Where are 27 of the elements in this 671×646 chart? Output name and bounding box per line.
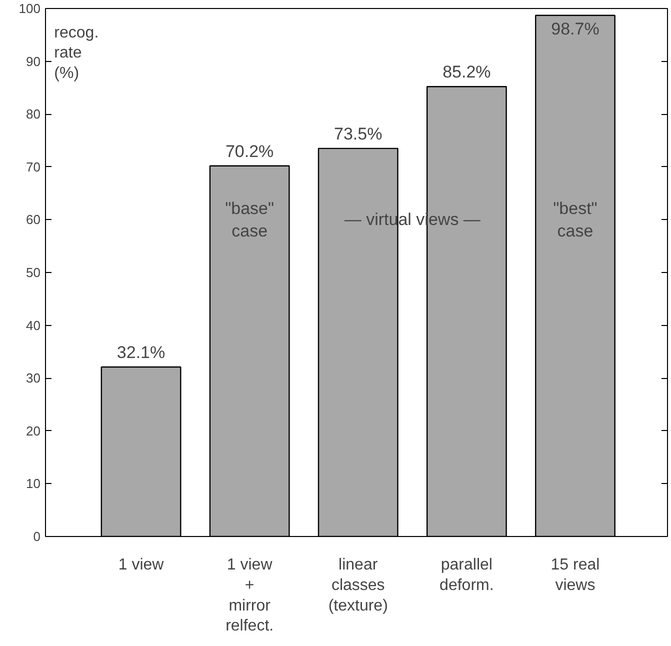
y-tick-label: 40 [26,318,41,333]
y-tick-label: 60 [26,212,41,228]
y-tick-label: 10 [26,476,41,492]
bar [209,165,290,536]
y-tick-label: 0 [33,529,41,544]
data-label: 85.2% [442,62,491,82]
bar [535,14,616,536]
y-tick-label: 20 [26,423,41,438]
data-label: 73.5% [334,124,382,144]
x-tick-label: 1 view + mirror relfect. [226,556,274,635]
y-tick-label: 100 [18,1,41,16]
x-tick-label: 15 real views [550,556,600,594]
y-tick-label: 80 [26,106,41,122]
annotation: "best" case [553,198,598,241]
bar [100,366,182,536]
x-tick-label: parallel deform. [440,556,494,594]
annotation: "base" case [225,198,274,241]
y-tick-label: 30 [26,370,41,386]
data-label: 70.2% [225,142,274,161]
data-label: 98.7% [551,19,600,38]
x-tick-label: linear classes (texture) [328,556,388,614]
y-tick-label: 90 [26,54,41,69]
data-label: 32.1% [116,343,166,362]
y-tick-label: 50 [26,265,41,280]
x-tick-label: 1 view [118,556,164,574]
y-axis-title: recog. rate (%) [54,24,99,82]
y-tick-label: 70 [26,159,41,174]
